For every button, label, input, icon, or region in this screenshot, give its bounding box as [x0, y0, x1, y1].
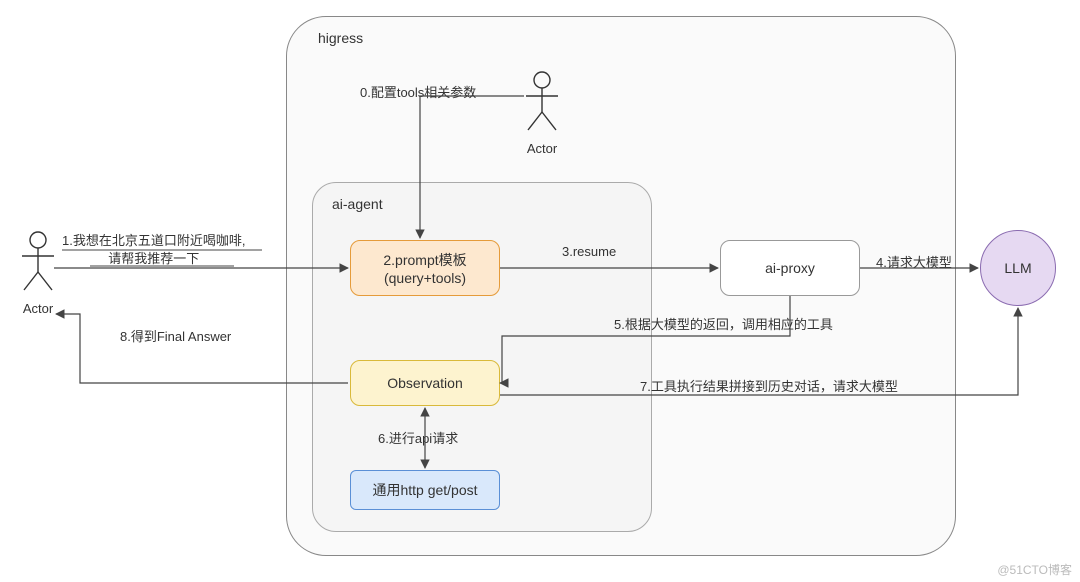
watermark: @51CTO博客 — [997, 561, 1072, 578]
node-llm-label: LLM — [1004, 260, 1031, 276]
edge-label-6: 6.进行api请求 — [378, 428, 458, 447]
edge-label-3: 3.resume — [562, 244, 616, 259]
node-prompt-label-1: 2.prompt模板 — [383, 250, 466, 270]
edge-label-7: 7.工具执行结果拼接到历史对话，请求大模型 — [640, 376, 898, 395]
edge-label-8: 8.得到Final Answer — [120, 326, 231, 345]
edge-label-0: 0.配置tools相关参数 — [360, 82, 476, 101]
edge-label-4: 4.请求大模型 — [876, 252, 952, 271]
node-prompt-label-2: (query+tools) — [383, 270, 466, 286]
node-http: 通用http get/post — [350, 470, 500, 510]
node-observation: Observation — [350, 360, 500, 406]
node-http-label: 通用http get/post — [372, 480, 477, 500]
node-observation-label: Observation — [387, 375, 462, 391]
node-llm: LLM — [980, 230, 1056, 306]
diagram-canvas: higress ai-agent 2.prompt模板 (query+tools… — [0, 0, 1080, 582]
node-ai-proxy: ai-proxy — [720, 240, 860, 296]
region-higress-title: higress — [318, 30, 363, 46]
edge-label-1-line1: 1.我想在北京五道口附近喝咖啡, — [62, 232, 245, 250]
actor-config: Actor — [520, 70, 564, 156]
actor-user-label: Actor — [16, 301, 60, 316]
node-prompt: 2.prompt模板 (query+tools) — [350, 240, 500, 296]
edge-label-1-line2: 请帮我推荐一下 — [62, 250, 245, 268]
edge-label-5: 5.根据大模型的返回，调用相应的工具 — [614, 314, 833, 333]
actor-user: Actor — [16, 230, 60, 316]
node-ai-proxy-label: ai-proxy — [765, 260, 815, 276]
actor-config-label: Actor — [520, 141, 564, 156]
region-ai-agent-title: ai-agent — [332, 196, 383, 212]
edge-label-1: 1.我想在北京五道口附近喝咖啡, 请帮我推荐一下 — [62, 232, 245, 267]
